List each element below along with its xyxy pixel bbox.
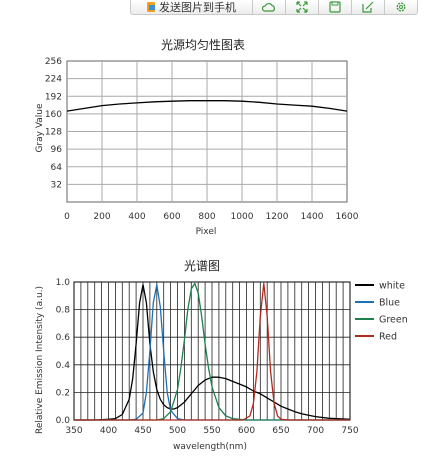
spectrum-x-tick-label: 500 [169, 426, 186, 436]
send-to-phone-button[interactable]: 发送图片到手机 [130, 0, 253, 15]
uniformity-x-tick-label: 1000 [231, 212, 254, 222]
uniformity-x-axis-label: Pixel [196, 227, 217, 237]
legend-label-green: Green [379, 315, 408, 326]
uniformity-y-tick-label: 64 [51, 163, 63, 173]
spectrum-series-white [74, 284, 351, 421]
spectrum-series-red [74, 282, 350, 421]
uniformity-chart: 光源均匀性图表 0 200 400 600 800 1000 1200 1400 1600 32… [35, 38, 359, 237]
uniformity-x-tick-label: 1600 [336, 212, 359, 222]
settings-icon [396, 2, 406, 12]
legend-label-red: Red [379, 332, 397, 343]
spectrum-y-tick-label: 0.8 [56, 306, 71, 316]
spectrum-y-tick-label: 0.0 [56, 416, 71, 426]
spectrum-series-blue [74, 284, 350, 421]
spectrum-x-tick-label: 750 [341, 426, 358, 436]
cloud-button[interactable] [253, 0, 286, 15]
uniformity-y-tick-label: 192 [45, 92, 62, 102]
uniformity-y-tick-label: 160 [45, 110, 62, 120]
uniformity-x-tick-label: 800 [198, 212, 215, 222]
uniformity-x-tick-label: 1400 [301, 212, 324, 222]
spectrum-x-tick-label: 700 [307, 426, 324, 436]
legend-label-white: white [379, 281, 405, 292]
legend-label-blue: Blue [379, 298, 400, 309]
uniformity-chart-title: 光源均匀性图表 [161, 38, 245, 52]
edit-button[interactable] [352, 0, 385, 15]
spectrum-y-axis-label: Relative Emission Intensity (a.u.) [35, 286, 45, 434]
uniformity-y-tick-label: 128 [45, 128, 62, 138]
spectrum-y-tick-label: 0.6 [56, 333, 71, 343]
expand-button[interactable] [286, 0, 319, 15]
uniformity-y-tick-label: 32 [51, 180, 62, 190]
spectrum-y-tick-label: 0.4 [56, 361, 71, 371]
spectrum-chart-title: 光谱图 [184, 259, 220, 273]
spectrum-x-tick-label: 450 [134, 426, 151, 436]
uniformity-y-tick-label: 256 [45, 57, 62, 67]
send-to-phone-label: 发送图片到手机 [159, 1, 236, 14]
spectrum-x-axis-label: wavelength(nm) [173, 442, 247, 452]
spectrum-series-green [74, 282, 350, 421]
edit-icon [362, 1, 374, 13]
save-button[interactable] [319, 0, 352, 15]
spectrum-x-tick-label: 350 [65, 426, 82, 436]
uniformity-x-tick-label: 600 [163, 212, 180, 222]
picture-icon [147, 2, 155, 12]
spectrum-chart: 光谱图 350 400 450 500 550 600 650 700 750 0.0 0.2 0.… [35, 259, 408, 452]
uniformity-x-tick-label: 200 [93, 212, 110, 222]
uniformity-x-tick-label: 1200 [266, 212, 289, 222]
uniformity-y-tick-label: 224 [45, 75, 62, 85]
uniformity-x-tick-label: 400 [128, 212, 145, 222]
expand-icon [296, 1, 308, 13]
spectrum-x-tick-label: 600 [238, 426, 255, 436]
uniformity-y-tick-label: 96 [51, 145, 63, 155]
spectrum-x-tick-label: 550 [203, 426, 220, 436]
cloud-icon [262, 3, 276, 12]
save-icon [329, 1, 341, 13]
spectrum-x-tick-label: 650 [272, 426, 289, 436]
spectrum-y-tick-label: 0.2 [56, 388, 70, 398]
spectrum-y-tick-label: 1.0 [56, 278, 71, 288]
uniformity-y-axis-label: Gray Value [35, 103, 45, 153]
settings-button[interactable] [385, 0, 418, 15]
uniformity-x-tick-label: 0 [64, 212, 70, 222]
uniformity-series-line [66, 100, 348, 112]
spectrum-x-tick-label: 400 [100, 426, 117, 436]
toolbar: 发送图片到手机 [130, 0, 418, 16]
